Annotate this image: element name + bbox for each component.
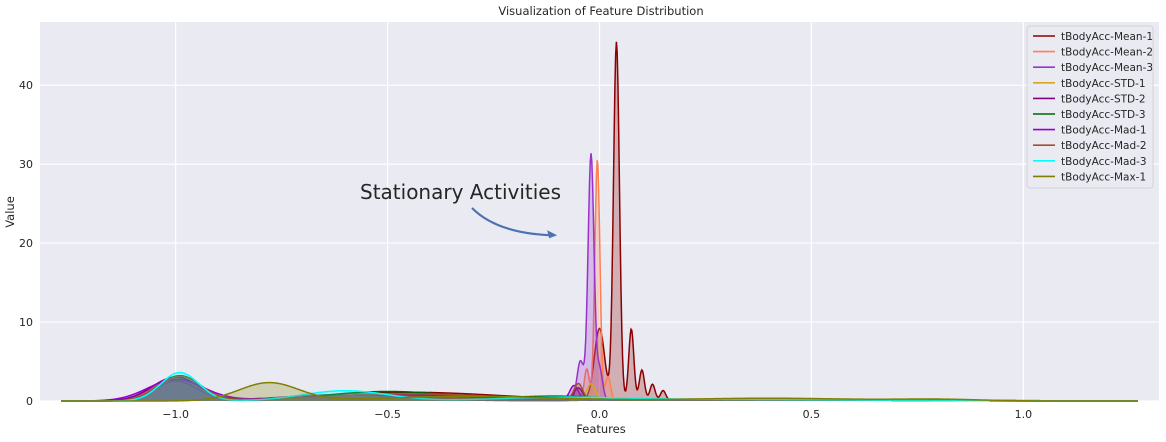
legend-box [1026,25,1154,189]
y-tick-label: 40 [19,79,33,92]
chart-title: Visualization of Feature Distribution [498,4,703,18]
annotation-arrow [471,207,552,237]
y-tick-label: 30 [19,158,33,171]
legend-entry: tBodyAcc-Mean-3 [1061,62,1153,74]
x-axis-label: Features [576,422,625,436]
series-fill [61,379,1138,401]
legend-entry: tBodyAcc-Mad-1 [1061,125,1147,137]
x-tick-label: 1.0 [1015,408,1033,421]
legend-entry: tBodyAcc-STD-3 [1061,109,1146,121]
y-tick-label: 20 [19,237,33,250]
legend-entry: tBodyAcc-Mad-3 [1061,156,1147,168]
series-line [61,381,1138,402]
series-layer [61,41,1138,402]
series-fill [61,372,1138,401]
x-tick-labels: −1.0 −0.5 0.0 0.5 1.0 [162,408,1032,421]
series-line [61,371,1138,402]
y-tick-labels: 0 10 20 30 40 [19,79,33,408]
annotation: Stationary Activities [360,180,561,239]
y-tick-label: 10 [19,316,33,329]
y-tick-label: 0 [26,395,33,408]
annotation-arrowhead [547,230,558,239]
annotation-text: Stationary Activities [360,180,561,204]
series-fill [61,382,1138,401]
legend-entry: tBodyAcc-STD-1 [1061,78,1146,90]
x-tick-label: −1.0 [162,408,189,421]
y-axis-label: Value [3,196,17,228]
legend-entry: tBodyAcc-Mean-1 [1061,31,1153,43]
legend-entry: tBodyAcc-STD-2 [1061,93,1146,105]
legend-entry: tBodyAcc-Mean-2 [1061,47,1153,59]
legend: tBodyAcc-Mean-1 tBodyAcc-Mean-2 tBodyAcc-M… [1026,25,1154,189]
x-tick-label: 0.5 [803,408,821,421]
x-tick-label: −0.5 [374,408,401,421]
series-fill [61,160,1138,401]
legend-entry: tBodyAcc-Mad-2 [1061,140,1147,152]
series-fill [61,376,1138,401]
x-tick-label: 0.0 [591,408,609,421]
legend-entry: tBodyAcc-Max-1 [1061,171,1146,183]
